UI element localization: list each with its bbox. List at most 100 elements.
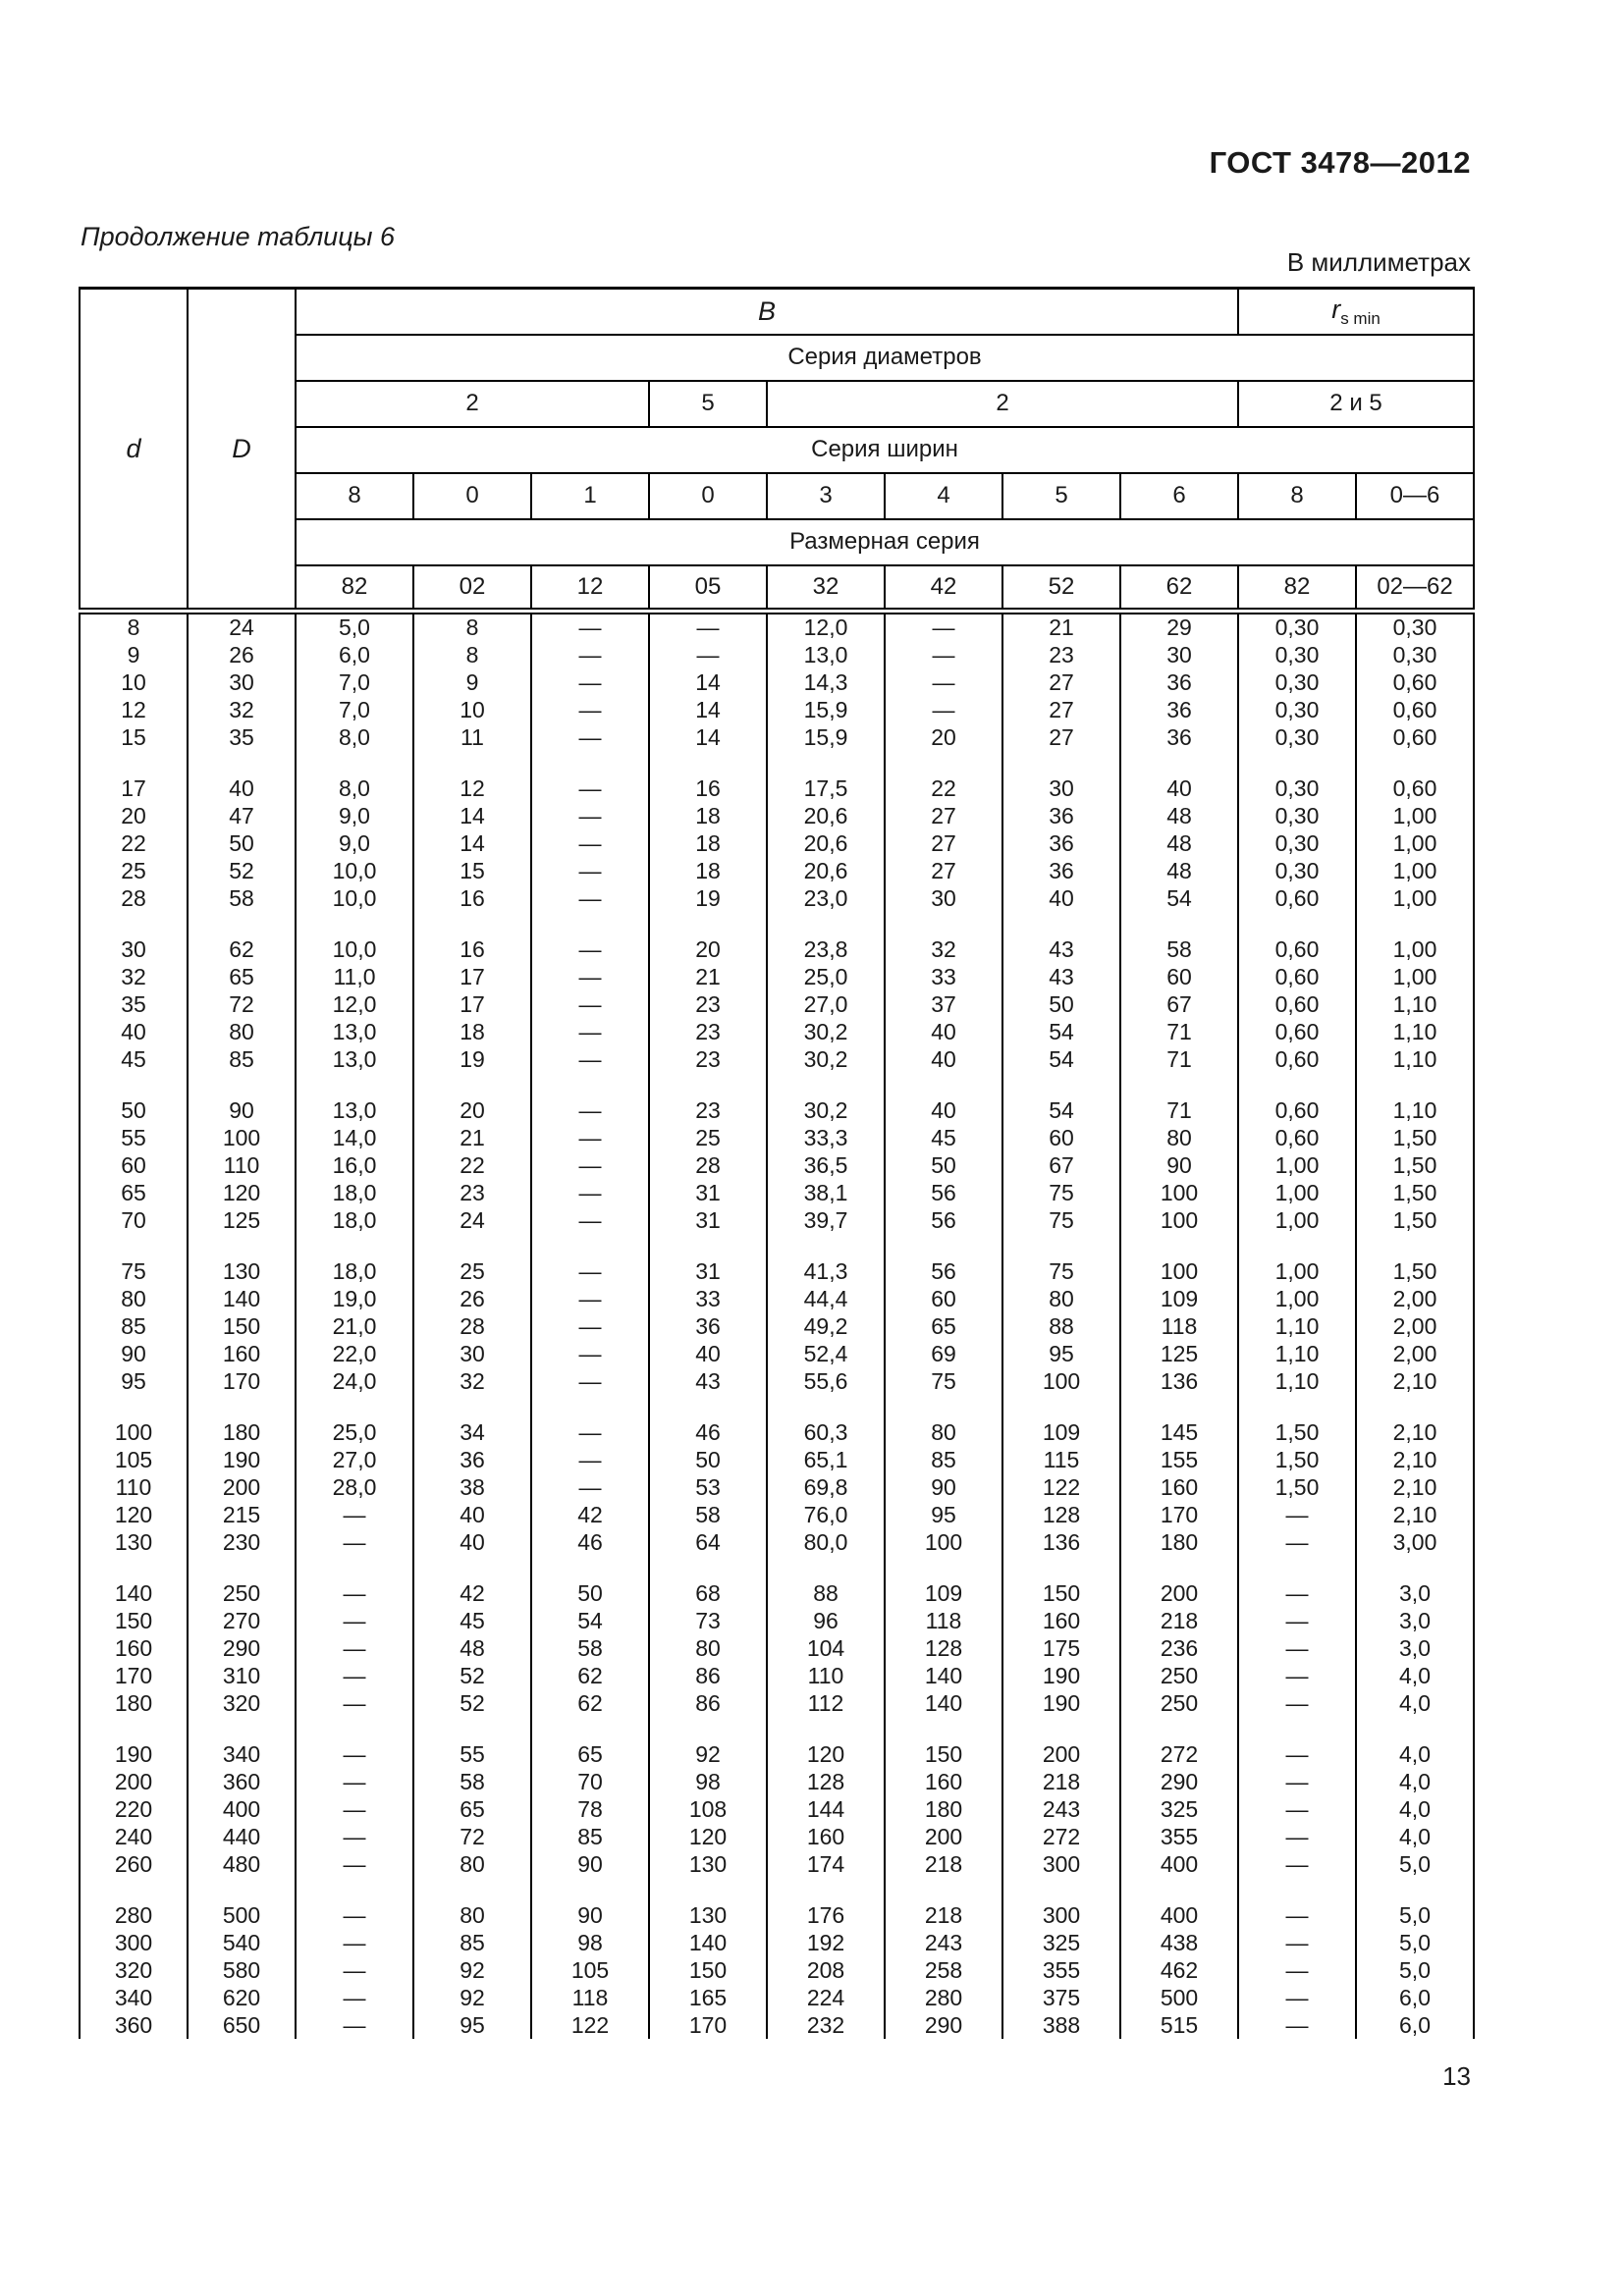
- table-cell: 5,0: [1355, 1901, 1476, 1929]
- table-cell: 320: [187, 1689, 297, 1717]
- table-cell: 24: [412, 1206, 532, 1234]
- table-cell: 21: [648, 963, 768, 990]
- group-gap: [79, 1717, 1476, 1740]
- group-gap: [79, 751, 1476, 774]
- table-cell: 23: [1001, 641, 1121, 668]
- table-cell: —: [530, 829, 650, 857]
- table-cell: 165: [648, 1984, 768, 2011]
- table-row: 45 85 13,0 19—23 30,2 40 54 71 0,60 1,10: [79, 1045, 1476, 1073]
- table-cell: 85: [412, 1929, 532, 1956]
- width-series-value: 0: [648, 471, 768, 520]
- table-cell: 190: [187, 1446, 297, 1473]
- table-cell: 30: [187, 668, 297, 696]
- table-cell: 13,0: [295, 1045, 414, 1073]
- table-cell: 136: [1118, 1367, 1240, 1395]
- table-cell: 25,0: [295, 1418, 414, 1446]
- table-row: 30 62 10,0 16—20 23,8 32 43 58 0,60 1,00: [79, 935, 1476, 963]
- table-cell: 340: [187, 1740, 297, 1768]
- table-cell: 6,0: [1355, 2011, 1476, 2039]
- table-cell: 40: [884, 1018, 1003, 1045]
- table-row: 17 40 8,0 12—16 17,5 22 30 40 0,30 0,60: [79, 774, 1476, 802]
- table-cell: —: [295, 1662, 414, 1689]
- table-cell: 25,0: [766, 963, 886, 990]
- table-cell: 6,0: [295, 641, 414, 668]
- width-series-value: 4: [884, 471, 1003, 520]
- table-cell: 1,50: [1355, 1151, 1476, 1179]
- table-cell: 27,0: [295, 1446, 414, 1473]
- table-cell: 118: [884, 1607, 1003, 1634]
- table-cell: 40: [187, 774, 297, 802]
- table-cell: 0,60: [1355, 668, 1476, 696]
- table-cell: 300: [1001, 1850, 1121, 1878]
- table-row: 200 360—58 70 98 128 160 218 290—4,0: [79, 1768, 1476, 1795]
- table-cell: 4,0: [1355, 1768, 1476, 1795]
- table-cell: 23,8: [766, 935, 886, 963]
- table-cell: 480: [187, 1850, 297, 1878]
- table-cell: 0,30: [1237, 641, 1358, 668]
- table-cell: 620: [187, 1984, 297, 2011]
- width-series-value: 1: [530, 471, 650, 520]
- table-cell: 90: [884, 1473, 1003, 1501]
- table-cell: —: [530, 1340, 650, 1367]
- table-cell: 108: [648, 1795, 768, 1823]
- size-series-value: 52: [1001, 563, 1121, 613]
- table-cell: —: [530, 1124, 650, 1151]
- table-cell: 16: [412, 935, 532, 963]
- table-cell: 340: [79, 1984, 189, 2011]
- table-cell: 8: [412, 611, 532, 641]
- table-cell: 1,50: [1237, 1446, 1358, 1473]
- table-cell: 23: [648, 1096, 768, 1124]
- table-cell: 50: [530, 1579, 650, 1607]
- table-cell: 37: [884, 990, 1003, 1018]
- table-row: 120 215—40 42 58 76,0 95 128 170—2,10: [79, 1501, 1476, 1528]
- table-cell: 218: [1118, 1607, 1240, 1634]
- table-cell: —: [1237, 1662, 1358, 1689]
- table-cell: —: [1237, 1850, 1358, 1878]
- table-cell: 9: [412, 668, 532, 696]
- table-cell: 150: [648, 1956, 768, 1984]
- table-cell: 71: [1118, 1045, 1240, 1073]
- table-cell: 33: [648, 1285, 768, 1312]
- table-cell: 18,0: [295, 1206, 414, 1234]
- table-cell: 43: [648, 1367, 768, 1395]
- table-cell: 14: [648, 696, 768, 723]
- table-cell: 8: [412, 641, 532, 668]
- table-cell: 1,10: [1237, 1340, 1358, 1367]
- table-cell: 325: [1001, 1929, 1121, 1956]
- table-cell: 13,0: [295, 1096, 414, 1124]
- table-cell: 36: [1001, 857, 1121, 884]
- table-cell: 136: [1001, 1528, 1121, 1556]
- table-cell: 27: [1001, 668, 1121, 696]
- table-cell: —: [1237, 1768, 1358, 1795]
- table-cell: —: [1237, 1501, 1358, 1528]
- table-cell: 1,00: [1237, 1179, 1358, 1206]
- table-cell: 50: [187, 829, 297, 857]
- table-row: 20 47 9,0 14—18 20,6 27 36 48 0,30 1,00: [79, 802, 1476, 829]
- table-cell: 100: [1118, 1257, 1240, 1285]
- table-cell: 19,0: [295, 1285, 414, 1312]
- table-cell: 60: [884, 1285, 1003, 1312]
- table-cell: 540: [187, 1929, 297, 1956]
- table-cell: 8,0: [295, 723, 414, 751]
- table-cell: 80: [884, 1418, 1003, 1446]
- table-cell: 39,7: [766, 1206, 886, 1234]
- table-cell: 218: [884, 1901, 1003, 1929]
- table-cell: —: [530, 963, 650, 990]
- table-cell: 122: [530, 2011, 650, 2039]
- table-cell: 54: [1001, 1096, 1121, 1124]
- table-cell: 100: [1118, 1206, 1240, 1234]
- table-row: 280 500—80 90 130 176 218 300 400—5,0: [79, 1901, 1476, 1929]
- table-cell: 4,0: [1355, 1740, 1476, 1768]
- table-cell: 29: [1118, 611, 1240, 641]
- table-cell: 9: [79, 641, 189, 668]
- table-cell: 109: [1118, 1285, 1240, 1312]
- table-cell: 31: [648, 1257, 768, 1285]
- table-cell: 2,10: [1355, 1367, 1476, 1395]
- table-cell: —: [1237, 1607, 1358, 1634]
- table-row: 220 400—65 78 108 144 180 243 325—4,0: [79, 1795, 1476, 1823]
- table-cell: 1,00: [1237, 1206, 1358, 1234]
- table-row: 170 310—52 62 86 110 140 190 250—4,0: [79, 1662, 1476, 1689]
- table-cell: 95: [884, 1501, 1003, 1528]
- table-cell: 55,6: [766, 1367, 886, 1395]
- table-cell: 40: [884, 1096, 1003, 1124]
